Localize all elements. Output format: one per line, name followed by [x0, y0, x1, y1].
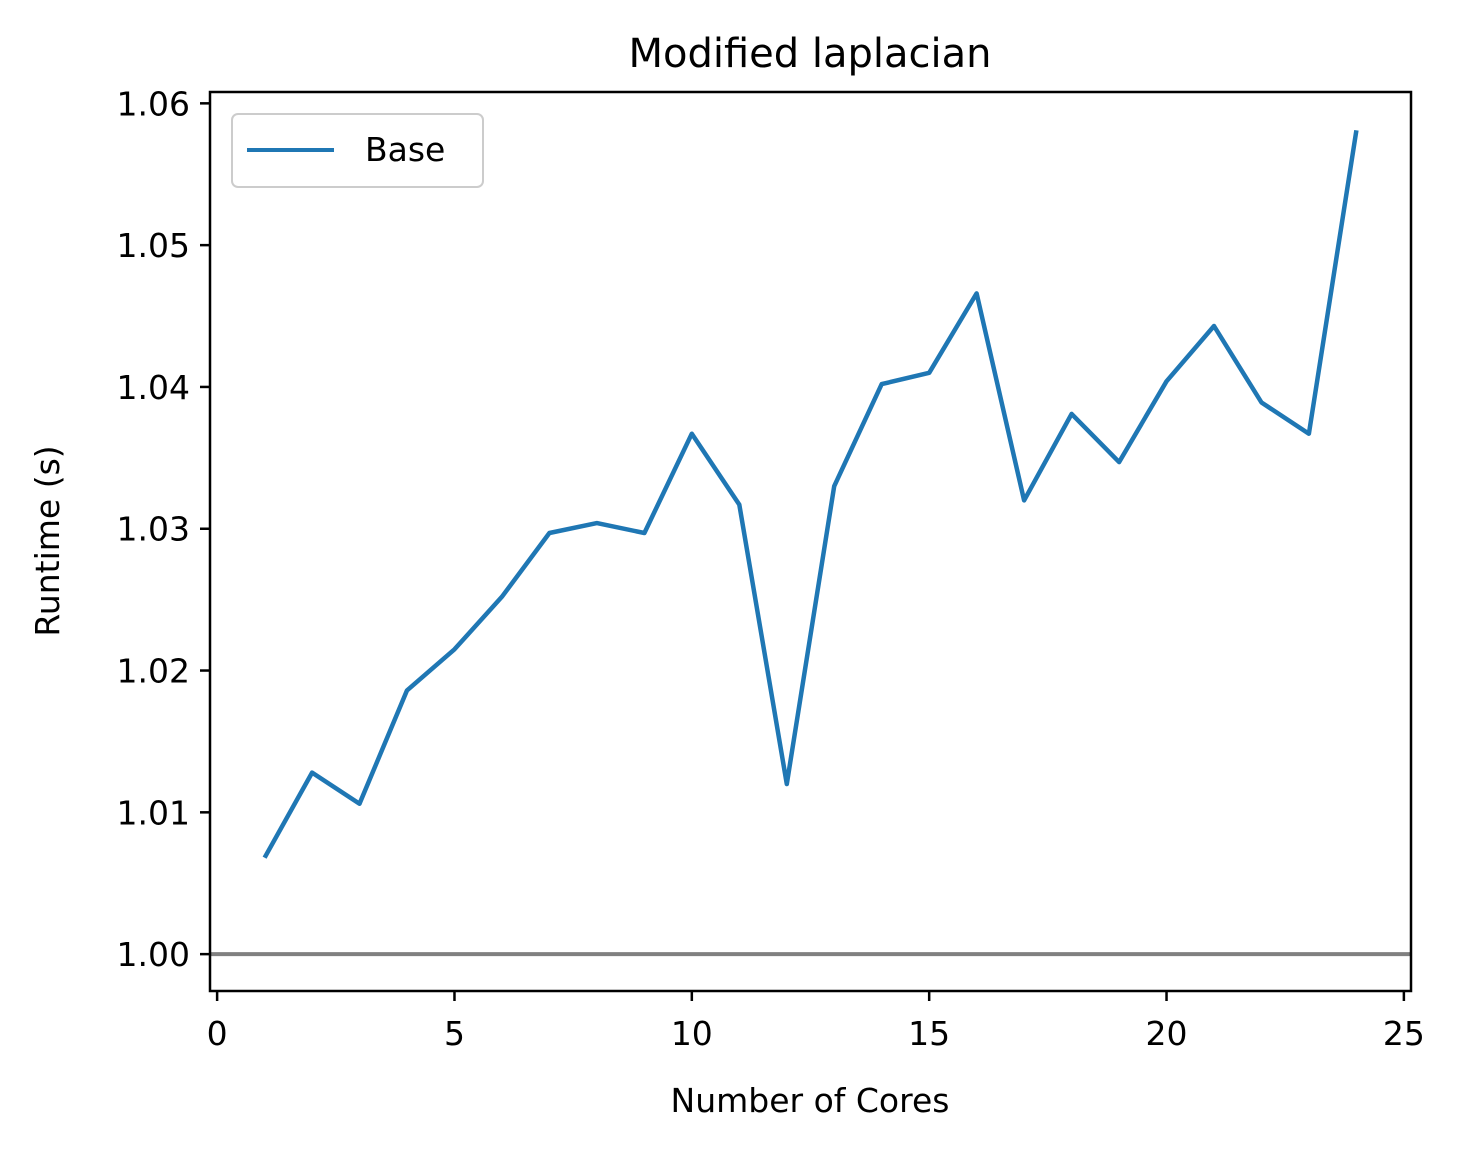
y-tick-label: 1.04: [117, 368, 190, 407]
x-axis-label: Number of Cores: [671, 1081, 950, 1120]
x-tick-label: 5: [444, 1014, 465, 1053]
y-tick-label: 1.00: [117, 935, 190, 974]
legend-label-base: Base: [365, 130, 445, 169]
y-axis: 1.00 1.01 1.02 1.03 1.04 1.05 1.06: [117, 84, 210, 974]
chart-title: Modified laplacian: [628, 31, 991, 77]
plot-frame: [208, 90, 1413, 993]
series-layer: [262, 129, 1359, 859]
x-axis: 0 5 10 15 20 25: [207, 991, 1425, 1053]
y-tick-label: 1.05: [117, 226, 190, 265]
series-line-0: [262, 129, 1359, 859]
y-tick-label: 1.01: [117, 793, 190, 832]
legend-box: [231, 113, 484, 188]
x-tick-label: 15: [908, 1014, 950, 1053]
x-tick-label: 20: [1146, 1014, 1188, 1053]
y-tick-label: 1.06: [117, 84, 190, 123]
y-tick-label: 1.03: [117, 510, 190, 549]
legend: Base: [231, 113, 484, 188]
x-tick-label: 10: [671, 1014, 713, 1053]
y-tick-label: 1.02: [117, 652, 190, 691]
x-tick-label: 0: [207, 1014, 228, 1053]
x-tick-label: 25: [1383, 1014, 1425, 1053]
y-axis-label: Runtime (s): [28, 445, 67, 636]
